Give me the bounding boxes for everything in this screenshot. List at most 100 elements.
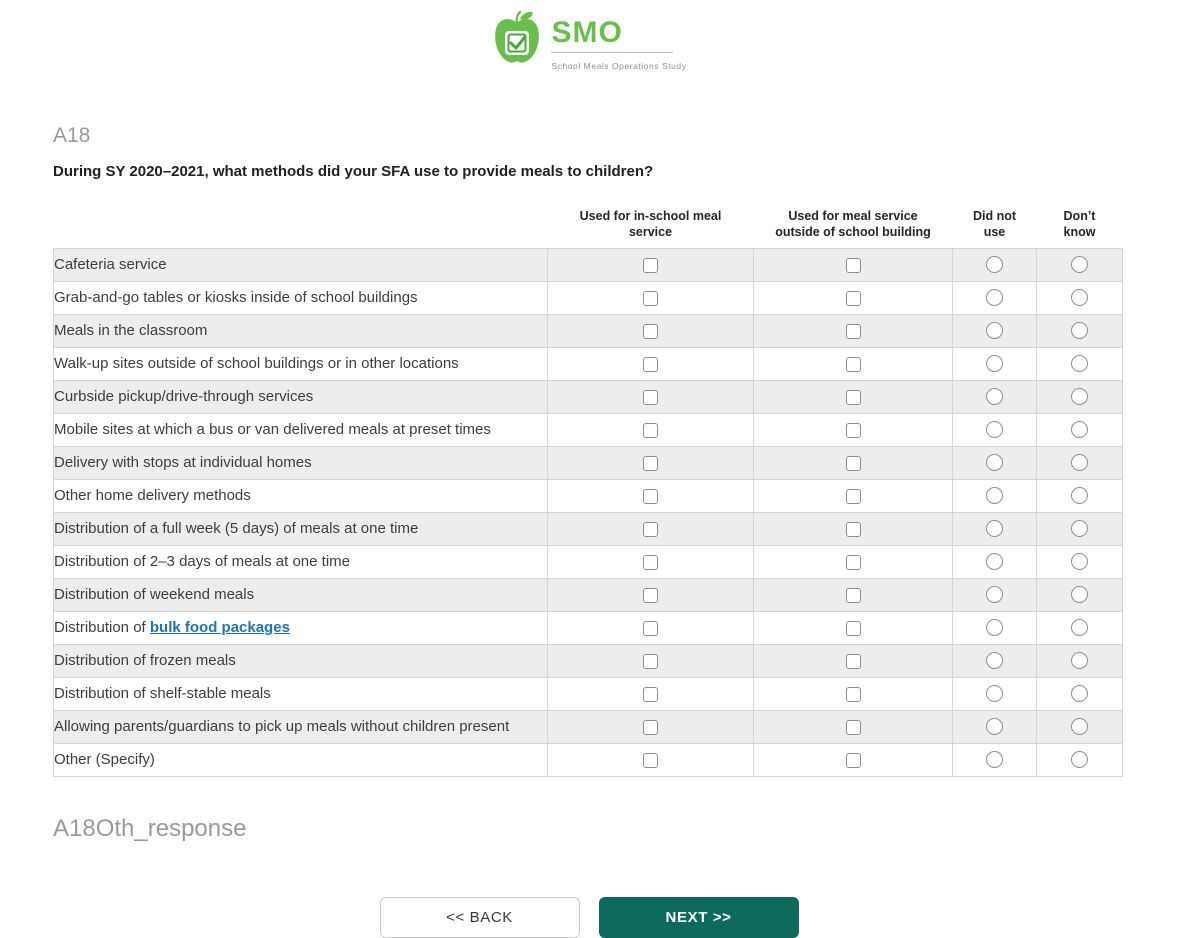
checkbox[interactable] [845, 356, 861, 372]
checkbox[interactable] [643, 752, 658, 768]
nav-buttons: << BACK NEXT >> [0, 896, 1178, 938]
checkbox[interactable] [845, 323, 861, 339]
radio-button[interactable] [1071, 751, 1088, 769]
radio-button[interactable] [986, 256, 1003, 274]
radio-button[interactable] [1071, 289, 1088, 307]
radio-button[interactable] [1071, 652, 1088, 670]
radio-button[interactable] [986, 718, 1003, 736]
radio-button[interactable] [986, 751, 1003, 769]
checkbox[interactable] [643, 323, 658, 339]
cell-radio-col3 [952, 346, 1037, 381]
checkbox[interactable] [643, 356, 658, 372]
cell-checkbox-col2 [753, 742, 953, 777]
cell-checkbox-col1 [547, 280, 754, 315]
radio-button[interactable] [986, 355, 1003, 373]
checkbox[interactable] [643, 620, 658, 636]
radio-button[interactable] [986, 520, 1003, 538]
back-button[interactable]: << BACK [379, 896, 580, 938]
table-row: Distribution of a full week (5 days) of … [53, 511, 1123, 546]
checkbox[interactable] [643, 521, 658, 537]
radio-button[interactable] [1071, 487, 1088, 505]
definition-link[interactable]: bulk food packages [149, 619, 290, 636]
radio-button[interactable] [986, 421, 1003, 439]
checkbox[interactable] [643, 653, 658, 669]
row-label: Allowing parents/guardians to pick up me… [53, 709, 548, 744]
checkbox[interactable] [845, 686, 861, 702]
radio-button[interactable] [986, 289, 1003, 307]
row-label: Curbside pickup/drive-through services [53, 379, 548, 414]
checkbox[interactable] [643, 389, 658, 405]
table-row: Grab-and-go tables or kiosks inside of s… [53, 280, 1123, 315]
radio-button[interactable] [1071, 718, 1088, 736]
cell-radio-col3 [952, 742, 1037, 777]
row-label: Distribution of frozen meals [53, 643, 548, 678]
checkbox[interactable] [643, 455, 658, 471]
checkbox[interactable] [845, 719, 861, 735]
radio-button[interactable] [1071, 388, 1088, 406]
checkbox[interactable] [643, 422, 658, 438]
radio-button[interactable] [986, 652, 1003, 670]
checkbox[interactable] [845, 257, 861, 273]
cell-checkbox-col2 [753, 247, 953, 282]
radio-button[interactable] [1071, 619, 1088, 637]
radio-button[interactable] [1071, 553, 1088, 571]
radio-button[interactable] [1071, 454, 1088, 472]
cell-checkbox-col1 [547, 742, 754, 777]
checkbox[interactable] [643, 290, 658, 306]
checkbox[interactable] [643, 587, 658, 603]
cell-checkbox-col1 [547, 676, 754, 711]
checkbox[interactable] [845, 290, 861, 306]
checkbox[interactable] [643, 554, 658, 570]
grid-header-empty [53, 208, 548, 248]
cell-radio-col3 [952, 511, 1037, 546]
radio-button[interactable] [986, 388, 1003, 406]
cell-radio-col3 [952, 412, 1037, 447]
checkbox[interactable] [845, 752, 861, 768]
checkbox[interactable] [845, 587, 861, 603]
checkbox[interactable] [845, 521, 861, 537]
radio-button[interactable] [986, 454, 1003, 472]
radio-button[interactable] [1071, 586, 1088, 604]
row-label: Distribution of weekend meals [53, 577, 548, 612]
checkbox[interactable] [845, 620, 861, 636]
radio-button[interactable] [1071, 256, 1088, 274]
checkbox[interactable] [643, 686, 658, 702]
radio-button[interactable] [986, 619, 1003, 637]
cell-checkbox-col2 [753, 478, 953, 513]
radio-button[interactable] [986, 586, 1003, 604]
radio-button[interactable] [1071, 520, 1088, 538]
cell-checkbox-col2 [753, 709, 953, 744]
cell-radio-col3 [952, 544, 1037, 579]
checkbox[interactable] [845, 554, 861, 570]
cell-checkbox-col2 [753, 379, 953, 414]
radio-button[interactable] [1071, 322, 1088, 340]
checkbox[interactable] [845, 422, 861, 438]
radio-button[interactable] [986, 487, 1003, 505]
checkbox[interactable] [845, 653, 861, 669]
cell-radio-col4 [1036, 247, 1123, 282]
row-label: Cafeteria service [53, 247, 548, 282]
checkbox[interactable] [643, 719, 658, 735]
radio-button[interactable] [986, 553, 1003, 571]
survey-content: A18 During SY 2020–2021, what methods di… [53, 124, 1123, 843]
cell-checkbox-col2 [753, 511, 953, 546]
table-row: Cafeteria service [53, 247, 1123, 282]
checkbox[interactable] [643, 257, 658, 273]
next-button[interactable]: NEXT >> [598, 896, 799, 938]
radio-button[interactable] [986, 685, 1003, 703]
cell-checkbox-col2 [753, 544, 953, 579]
checkbox[interactable] [845, 389, 861, 405]
radio-button[interactable] [1071, 685, 1088, 703]
row-label: Meals in the classroom [53, 313, 548, 348]
grid-header-row: Used for in-school meal service Used for… [53, 208, 1123, 248]
radio-button[interactable] [986, 322, 1003, 340]
radio-button[interactable] [1071, 421, 1088, 439]
cell-radio-col3 [952, 709, 1037, 744]
page-header: SMO School Meals Operations Study [0, 0, 1178, 74]
cell-checkbox-col1 [547, 610, 754, 645]
checkbox[interactable] [643, 488, 658, 504]
checkbox[interactable] [845, 488, 861, 504]
checkbox[interactable] [845, 455, 861, 471]
radio-button[interactable] [1071, 355, 1088, 373]
cell-radio-col3 [952, 313, 1037, 348]
